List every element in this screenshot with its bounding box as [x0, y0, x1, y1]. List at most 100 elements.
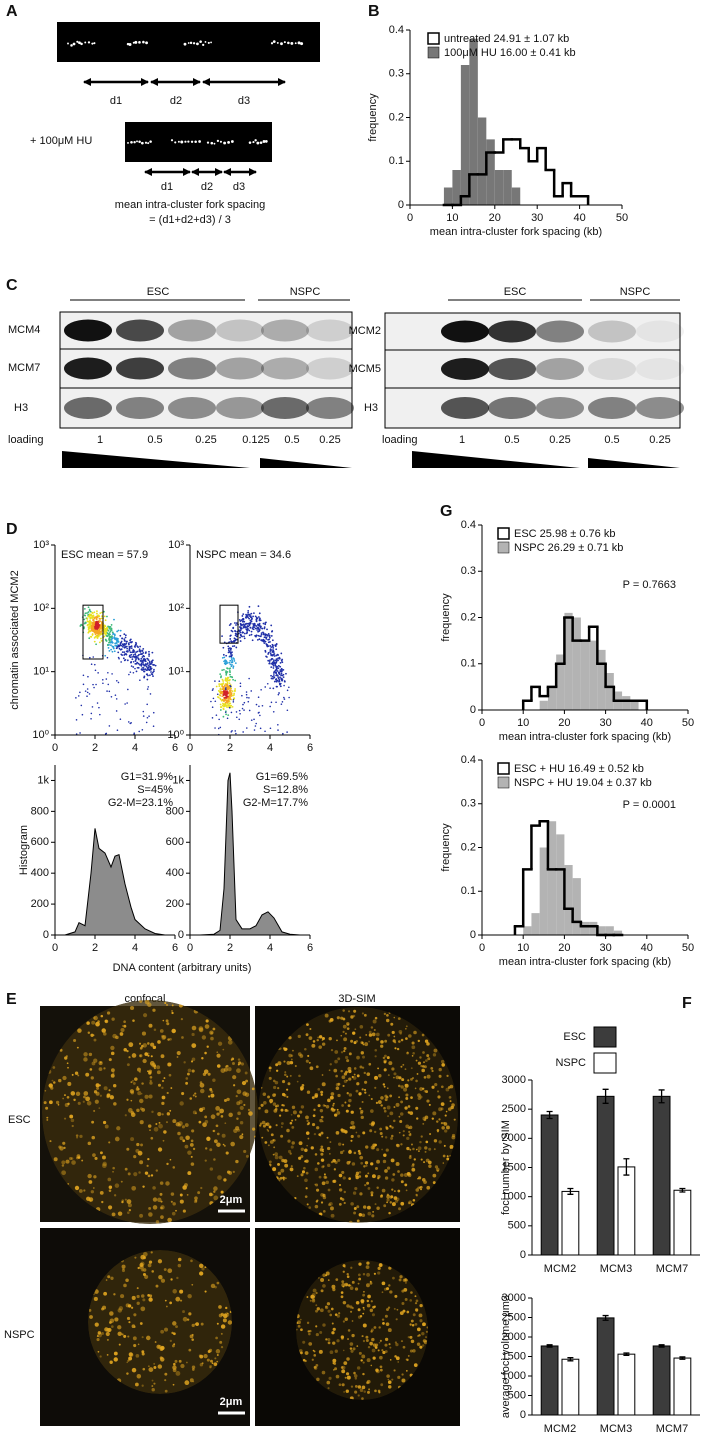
- focus: [383, 1153, 387, 1157]
- focus: [226, 1312, 229, 1315]
- density-dot: [95, 621, 97, 624]
- focus: [417, 1096, 421, 1100]
- focus: [393, 1307, 396, 1310]
- focus: [329, 1313, 333, 1317]
- focus: [178, 1359, 182, 1363]
- x-axis-label: mean intra-cluster fork spacing (kb): [430, 226, 602, 238]
- hist-bar: [452, 170, 461, 205]
- focus: [389, 1125, 392, 1128]
- focus: [207, 1072, 211, 1076]
- focus: [213, 1362, 218, 1366]
- density-dot: [217, 727, 220, 730]
- focus: [76, 1156, 79, 1160]
- focus: [342, 1176, 346, 1180]
- focus: [137, 1343, 140, 1346]
- focus: [209, 1087, 213, 1091]
- focus: [290, 1054, 294, 1057]
- y-axis-label: frequency: [440, 823, 452, 872]
- density-dot: [231, 730, 233, 732]
- density-dot: [137, 654, 139, 657]
- focus: [381, 1291, 384, 1294]
- y-axis-label: chromatin associated MCM2: [9, 570, 21, 709]
- y-tick-label: 0.4: [461, 754, 476, 766]
- focus: [201, 1035, 207, 1040]
- density-dot: [212, 697, 215, 700]
- focus: [414, 1295, 417, 1298]
- density-dot: [273, 676, 276, 679]
- focus: [267, 1130, 270, 1132]
- focus: [426, 1054, 430, 1058]
- focus: [166, 1112, 171, 1116]
- focus: [381, 1148, 383, 1151]
- focus: [362, 1205, 367, 1209]
- focus: [311, 1358, 314, 1361]
- focus: [194, 1199, 198, 1202]
- density-dot: [271, 675, 274, 678]
- focus: [251, 1087, 255, 1091]
- focus: [152, 1186, 156, 1190]
- blot: [384, 312, 684, 429]
- focus: [173, 1343, 176, 1346]
- blot-band: [441, 320, 489, 343]
- focus: [114, 1136, 120, 1142]
- focus: [279, 1176, 283, 1180]
- density-dot: [243, 635, 245, 638]
- focus: [165, 1003, 169, 1007]
- annotation: S=45%: [137, 784, 173, 796]
- blot-band: [488, 358, 536, 380]
- density-dot: [226, 692, 229, 695]
- density-dot: [242, 703, 244, 706]
- focus: [331, 1284, 336, 1289]
- error-bar: [602, 1314, 609, 1321]
- density-dot: [83, 618, 86, 621]
- fiber-dot: [264, 140, 268, 143]
- focus: [359, 1107, 362, 1110]
- density-dot: [241, 618, 244, 620]
- foci: [296, 1260, 428, 1400]
- focus: [170, 1192, 175, 1196]
- density-dot: [218, 718, 220, 721]
- density-dot: [106, 656, 109, 659]
- focus: [317, 1036, 320, 1039]
- focus: [86, 1021, 90, 1025]
- row-label: MCM5: [349, 363, 381, 375]
- density-dot: [231, 664, 233, 666]
- focus: [304, 1178, 308, 1183]
- focus: [374, 1075, 379, 1080]
- focus: [331, 1331, 335, 1335]
- density-dot: [250, 633, 253, 636]
- legend-swatch: [497, 527, 510, 540]
- focus: [245, 1079, 249, 1083]
- focus: [102, 1155, 106, 1160]
- focus: [334, 1313, 338, 1316]
- focus: [282, 1080, 286, 1084]
- focus: [349, 1342, 354, 1346]
- loading-value: 0.25: [649, 434, 670, 446]
- focus: [123, 1334, 127, 1338]
- focus: [112, 1083, 117, 1088]
- density-dot: [270, 701, 273, 704]
- focus: [85, 1096, 90, 1102]
- focus: [362, 1273, 366, 1276]
- density-dot: [243, 632, 246, 635]
- focus: [140, 1143, 143, 1147]
- focus: [433, 1139, 438, 1143]
- focus: [392, 1173, 396, 1176]
- density-dot: [231, 690, 234, 693]
- density-dot: [228, 641, 231, 644]
- density-dot: [264, 640, 267, 643]
- density-dot: [243, 620, 246, 623]
- density-dot: [124, 636, 127, 639]
- density-dot: [113, 633, 116, 636]
- density-dot: [270, 624, 273, 627]
- hist-bar: [523, 926, 532, 935]
- density-dot: [141, 656, 144, 658]
- focus: [89, 1068, 93, 1071]
- focus: [213, 1139, 218, 1144]
- focus: [320, 1131, 324, 1135]
- focus: [406, 1051, 409, 1055]
- focus: [306, 1023, 309, 1027]
- density-dot: [275, 678, 278, 680]
- group-label: ESC: [147, 286, 170, 298]
- foci: [258, 1007, 458, 1223]
